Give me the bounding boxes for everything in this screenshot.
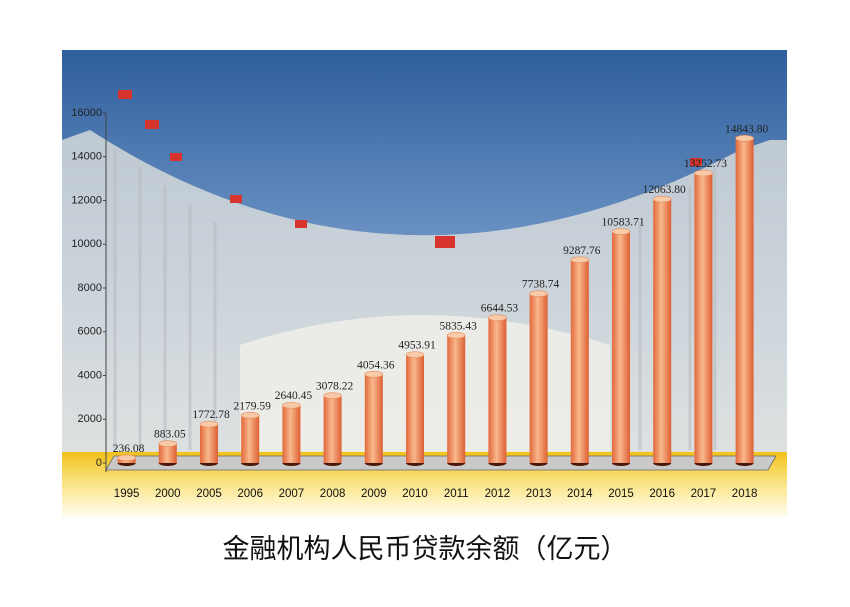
x-tick-label: 2012 <box>485 488 511 500</box>
bar <box>653 199 672 463</box>
bar-cap <box>405 351 425 358</box>
bar <box>241 415 260 463</box>
y-tick-label: 10000 <box>71 238 102 250</box>
y-tick-label: 12000 <box>71 194 102 206</box>
bar-cap <box>488 314 507 321</box>
bar-cap <box>570 256 590 264</box>
x-tick-label: 2011 <box>444 488 469 500</box>
bar-cap <box>117 454 136 462</box>
value-label: 2179.59 <box>234 400 272 412</box>
bar <box>282 405 301 463</box>
bar-cap <box>282 401 301 409</box>
x-tick-label: 2013 <box>526 488 552 500</box>
bar <box>570 259 589 463</box>
bar <box>612 231 630 463</box>
bar-cap <box>694 169 713 177</box>
x-tick-label: 2000 <box>155 488 181 500</box>
y-tick-label: 16000 <box>71 107 102 119</box>
bar <box>735 138 754 463</box>
value-label: 1772.78 <box>192 409 230 421</box>
value-label: 6644.53 <box>481 303 519 315</box>
bar <box>323 395 342 463</box>
value-label: 12063.80 <box>643 184 686 196</box>
bar-cap <box>446 332 466 339</box>
platform <box>105 455 777 471</box>
y-tick-label: 2000 <box>78 413 102 425</box>
bar-cap <box>735 134 754 142</box>
x-tick-label: 2008 <box>320 488 346 500</box>
bar-cap <box>323 392 342 399</box>
y-tick-label: 14000 <box>71 151 102 163</box>
y-tick-label: 6000 <box>78 326 102 338</box>
x-tick-label: 2009 <box>361 488 387 500</box>
bar <box>694 173 713 463</box>
bar <box>364 374 383 463</box>
bar-cap <box>529 290 548 298</box>
value-label: 4054.36 <box>357 359 395 371</box>
y-tick-label: 4000 <box>78 369 102 381</box>
x-tick-label: 2010 <box>402 488 428 500</box>
value-label: 7738.74 <box>522 279 560 291</box>
x-tick-label: 2016 <box>649 488 675 500</box>
bar-cap <box>240 412 260 419</box>
bar-cap <box>199 420 219 428</box>
value-label: 883.05 <box>154 429 186 441</box>
bar <box>447 335 466 463</box>
bar <box>529 293 548 463</box>
y-tick-label: 0 <box>96 457 102 469</box>
bar-cap <box>158 440 178 447</box>
value-label: 13252.73 <box>684 158 727 170</box>
value-label: 236.08 <box>113 443 145 455</box>
x-tick-label: 1995 <box>114 488 140 500</box>
value-label: 2640.45 <box>275 390 313 402</box>
x-tick-label: 2017 <box>691 488 717 500</box>
x-tick-label: 2007 <box>279 488 305 500</box>
x-tick-label: 2005 <box>196 488 222 500</box>
value-label: 4953.91 <box>398 340 436 352</box>
flags <box>118 90 702 248</box>
value-label: 5835.43 <box>440 320 478 332</box>
x-tick-label: 2015 <box>608 488 634 500</box>
y-tick-label: 8000 <box>78 282 102 294</box>
bar <box>488 317 507 463</box>
x-tick-label: 2014 <box>567 488 593 500</box>
bar <box>158 443 177 463</box>
x-tick-label: 2018 <box>732 488 758 500</box>
chart-title: 金融机构人民币贷款余额（亿元） <box>223 534 628 564</box>
value-label: 14843.80 <box>725 123 768 135</box>
value-label: 9287.76 <box>563 245 601 257</box>
bar-cap <box>652 195 672 203</box>
bar <box>200 424 218 463</box>
bar-cap <box>611 228 631 235</box>
value-label: 3078.22 <box>316 381 354 393</box>
x-tick-label: 2006 <box>237 488 263 500</box>
bar <box>406 354 424 463</box>
bar-cap <box>364 371 384 378</box>
value-label: 10583.71 <box>601 216 644 228</box>
